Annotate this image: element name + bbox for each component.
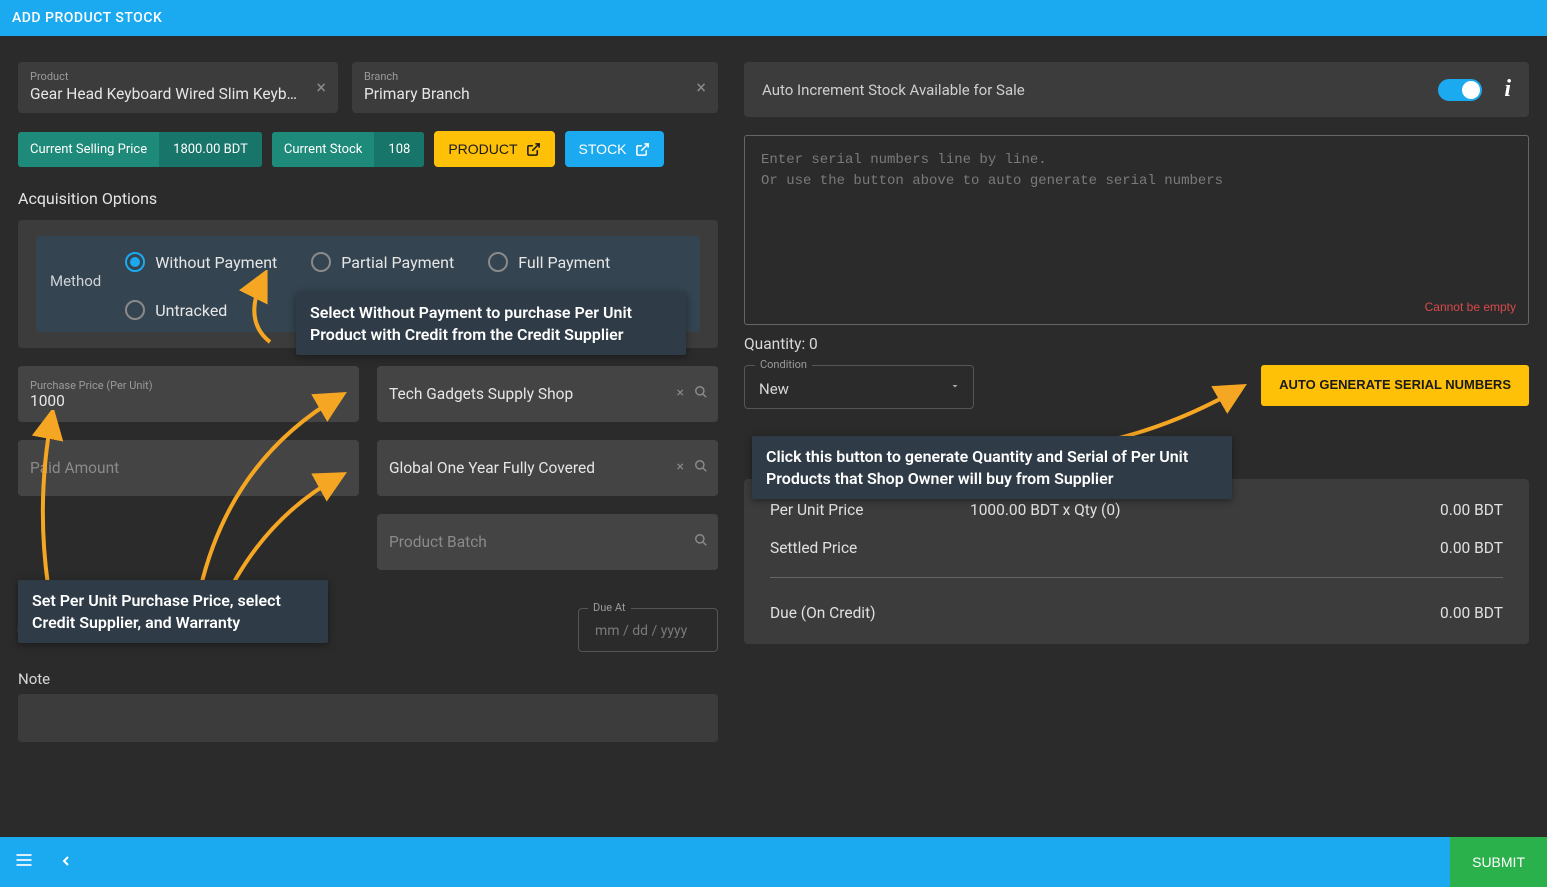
info-icon[interactable]: i (1504, 76, 1511, 103)
warranty-value: Global One Year Fully Covered (389, 459, 658, 477)
selling-price-label: Current Selling Price (18, 132, 159, 167)
note-textarea[interactable] (18, 694, 718, 742)
back-icon[interactable] (58, 850, 74, 874)
batch-input[interactable]: Product Batch (377, 514, 718, 570)
auto-increment-label: Auto Increment Stock Available for Sale (762, 81, 1416, 99)
settled-label: Settled Price (770, 539, 970, 557)
due-at-placeholder: mm / dd / yyyy (578, 608, 718, 652)
due-label: Due (On Credit) (770, 604, 970, 622)
per-unit-total: 0.00 BDT (1383, 501, 1503, 519)
form-grid: Purchase Price (Per Unit) 1000 Tech Gadg… (18, 366, 718, 570)
radio-partial-payment[interactable]: Partial Payment (311, 252, 454, 272)
page-title: ADD PRODUCT STOCK (12, 10, 162, 26)
method-label: Method (50, 252, 101, 290)
branch-field[interactable]: Branch Primary Branch × (352, 62, 718, 113)
settled-row: Settled Price 0.00 BDT (770, 539, 1503, 557)
serial-placeholder-line1: Enter serial numbers line by line. (761, 150, 1512, 171)
supplier-input[interactable]: Tech Gadgets Supply Shop × (377, 366, 718, 422)
annotation-fields: Set Per Unit Purchase Price, select Cred… (18, 580, 328, 643)
auto-increment-toggle[interactable] (1438, 79, 1482, 101)
purchase-price-input[interactable]: Purchase Price (Per Unit) 1000 (18, 366, 359, 422)
annotation-method: Select Without Payment to purchase Per U… (296, 292, 686, 355)
due-row: Due (On Credit) 0.00 BDT (770, 604, 1503, 622)
divider (770, 577, 1503, 578)
header-bar: ADD PRODUCT STOCK (0, 0, 1547, 36)
product-field[interactable]: Product Gear Head Keyboard Wired Slim Ke… (18, 62, 338, 113)
selling-price-value: 1800.00 BDT (159, 132, 262, 167)
serial-placeholder-line2: Or use the button above to auto generate… (761, 171, 1512, 192)
search-icon[interactable] (694, 385, 708, 403)
radio-label: Without Payment (155, 253, 277, 272)
external-link-icon (635, 142, 650, 157)
product-label: Product (30, 70, 326, 83)
search-icon[interactable] (694, 459, 708, 477)
radio-label: Partial Payment (341, 253, 454, 272)
settled-total: 0.00 BDT (1383, 539, 1503, 557)
condition-value: New (759, 380, 789, 398)
condition-select[interactable]: Condition New (744, 365, 974, 409)
radio-full-payment[interactable]: Full Payment (488, 252, 610, 272)
clear-branch-icon[interactable]: × (696, 77, 706, 98)
submit-label: SUBMIT (1472, 854, 1525, 870)
paid-amount-input[interactable]: Paid Amount (18, 440, 359, 496)
auto-generate-button[interactable]: AUTO GENERATE SERIAL NUMBERS (1261, 365, 1529, 406)
purchase-price-value: 1000 (30, 392, 347, 410)
condition-row: Condition New AUTO GENERATE SERIAL NUMBE… (744, 365, 1529, 409)
product-link-button[interactable]: PRODUCT (434, 131, 554, 167)
clear-icon[interactable]: × (677, 459, 684, 477)
supplier-value: Tech Gadgets Supply Shop (389, 385, 658, 403)
radio-label: Untracked (155, 301, 227, 320)
condition-label: Condition (755, 358, 812, 371)
stock-label: Current Stock (272, 132, 375, 167)
serial-textarea[interactable]: Enter serial numbers line by line. Or us… (744, 135, 1529, 325)
per-unit-label: Per Unit Price (770, 501, 970, 519)
note-label: Note (18, 670, 718, 688)
product-link-label: PRODUCT (448, 141, 517, 157)
branch-label: Branch (364, 70, 706, 83)
acquisition-title: Acquisition Options (18, 189, 718, 208)
clear-product-icon[interactable]: × (316, 77, 326, 98)
search-icon[interactable] (694, 533, 708, 551)
clear-icon[interactable]: × (677, 385, 684, 403)
info-chips: Current Selling Price 1800.00 BDT Curren… (18, 131, 718, 167)
warranty-input[interactable]: Global One Year Fully Covered × (377, 440, 718, 496)
menu-icon[interactable] (14, 850, 34, 875)
stock-value: 108 (374, 132, 424, 167)
quantity-label: Quantity: 0 (744, 335, 1529, 353)
stock-link-button[interactable]: STOCK (565, 131, 664, 167)
per-unit-calc: 1000.00 BDT x Qty (0) (970, 501, 1383, 519)
stock-link-label: STOCK (579, 141, 627, 157)
due-at-label: Due At (588, 601, 631, 614)
due-at-field[interactable]: Due At mm / dd / yyyy (578, 608, 718, 652)
left-column: Product Gear Head Keyboard Wired Slim Ke… (18, 62, 718, 837)
per-unit-row: Per Unit Price 1000.00 BDT x Qty (0) 0.0… (770, 501, 1503, 519)
product-value: Gear Head Keyboard Wired Slim Keyboard (30, 85, 300, 103)
serial-error: Cannot be empty (1425, 298, 1516, 316)
purchase-price-label: Purchase Price (Per Unit) (30, 379, 347, 392)
external-link-icon (526, 142, 541, 157)
selling-price-chip: Current Selling Price 1800.00 BDT (18, 132, 262, 167)
chevron-down-icon (949, 378, 961, 396)
pricing-panel: Per Unit Price 1000.00 BDT x Qty (0) 0.0… (744, 479, 1529, 644)
due-total: 0.00 BDT (1383, 604, 1503, 622)
annotation-autogen: Click this button to generate Quantity a… (752, 436, 1232, 499)
auto-generate-label: AUTO GENERATE SERIAL NUMBERS (1279, 377, 1511, 392)
submit-button[interactable]: SUBMIT (1450, 837, 1547, 887)
branch-value: Primary Branch (364, 85, 680, 103)
paid-amount-placeholder: Paid Amount (30, 459, 347, 477)
radio-without-payment[interactable]: Without Payment (125, 252, 277, 272)
bottom-bar: SUBMIT (0, 837, 1547, 887)
radio-label: Full Payment (518, 253, 610, 272)
batch-placeholder: Product Batch (389, 533, 658, 551)
stock-chip: Current Stock 108 (272, 132, 424, 167)
auto-increment-bar: Auto Increment Stock Available for Sale … (744, 62, 1529, 117)
